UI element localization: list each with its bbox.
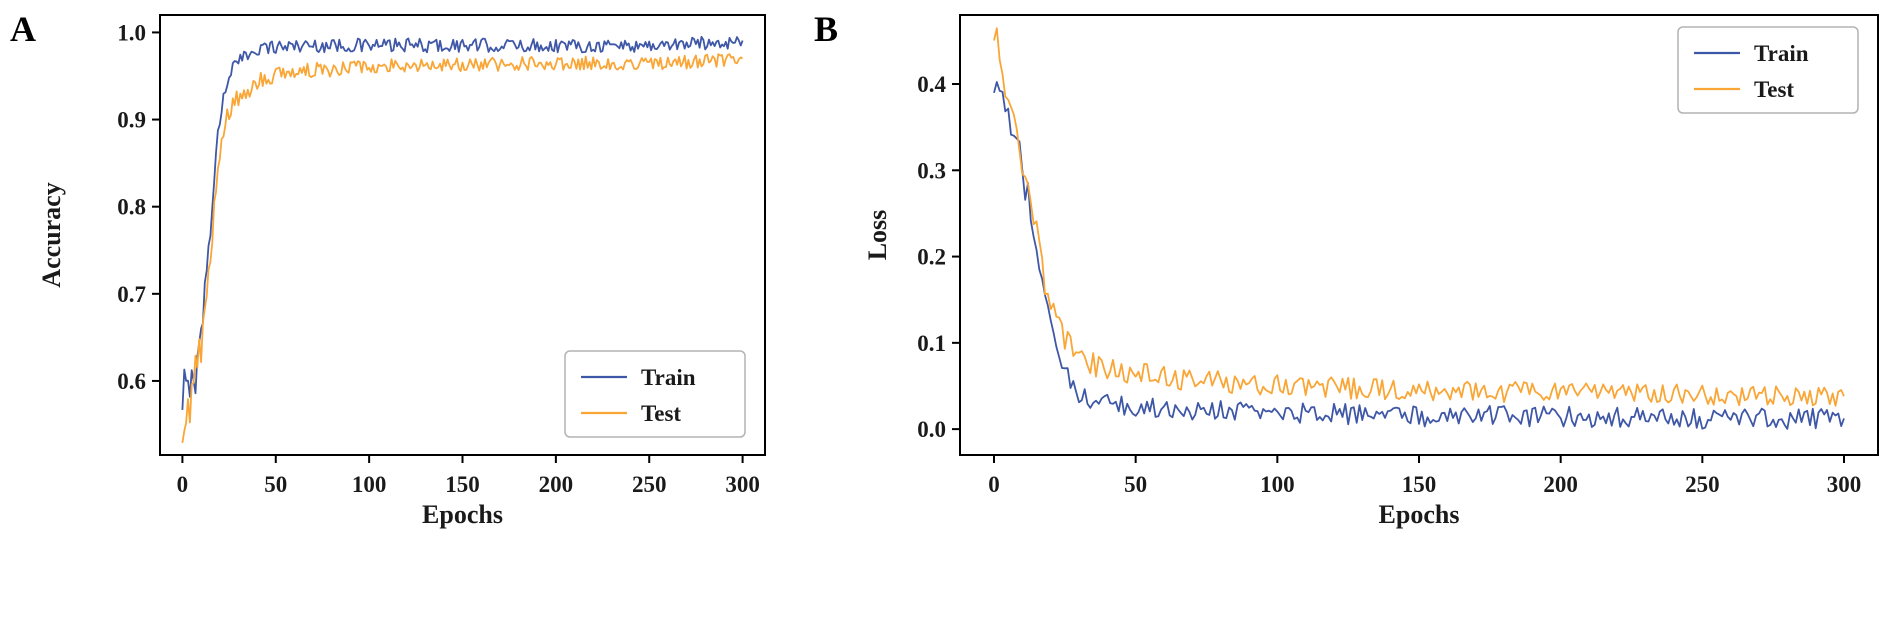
y-tick-label: 0.2 — [917, 245, 946, 270]
legend-box — [1677, 26, 1859, 114]
legend-label-train: Train — [1754, 41, 1809, 66]
x-tick-label: 0 — [177, 472, 189, 497]
train-line — [993, 81, 1845, 430]
chart-panel-b: 0 50 100 150 200 250 300 0.0 0.1 0.2 0.3 0.4 Epochs L… — [863, 14, 1879, 529]
x-tick-label: 150 — [445, 472, 480, 497]
legend-label-train: Train — [641, 365, 696, 390]
panel-label-b: B — [814, 9, 839, 49]
x-tick-label: 200 — [1543, 472, 1578, 497]
legend-label-test: Test — [1754, 77, 1794, 102]
x-tick-label: 100 — [1260, 472, 1295, 497]
y-tick-label: 0.4 — [917, 72, 946, 97]
y-tick-label: 0.3 — [917, 158, 946, 183]
y-tick-label: 0.0 — [917, 417, 946, 442]
y-axis-label: Accuracy — [37, 182, 66, 287]
train-line — [181, 35, 744, 410]
y-tick-label: 1.0 — [117, 20, 146, 45]
y-tick-label: 0.6 — [117, 369, 146, 394]
test-line — [993, 27, 1845, 407]
y-tick-label: 0.8 — [117, 195, 146, 220]
panel-label-a: A — [10, 9, 36, 49]
x-tick-label: 150 — [1402, 472, 1437, 497]
x-tick-label: 100 — [352, 472, 387, 497]
x-tick-label: 300 — [1827, 472, 1862, 497]
legend: Train Test — [1677, 26, 1859, 114]
y-tick-label: 0.7 — [117, 282, 146, 307]
x-tick-label: 200 — [539, 472, 574, 497]
y-tick-label: 0.9 — [117, 108, 146, 133]
x-axis-label: Epochs — [422, 500, 503, 529]
x-tick-label: 250 — [1685, 472, 1720, 497]
x-tick-label: 50 — [264, 472, 287, 497]
y-axis-label: Loss — [863, 210, 892, 261]
test-line — [181, 53, 744, 444]
legend-label-test: Test — [641, 401, 681, 426]
x-axis-label: Epochs — [1379, 500, 1460, 529]
legend: Train Test — [564, 350, 746, 438]
x-tick-label: 250 — [632, 472, 667, 497]
x-tick-label: 0 — [988, 472, 1000, 497]
chart-panel-a: 0 50 100 150 200 250 300 0.6 0.7 0.8 0.9 1.0 Epochs A… — [37, 14, 766, 529]
y-tick-label: 0.1 — [917, 331, 946, 356]
x-tick-label: 300 — [725, 472, 760, 497]
x-tick-label: 50 — [1124, 472, 1147, 497]
legend-box — [564, 350, 746, 438]
